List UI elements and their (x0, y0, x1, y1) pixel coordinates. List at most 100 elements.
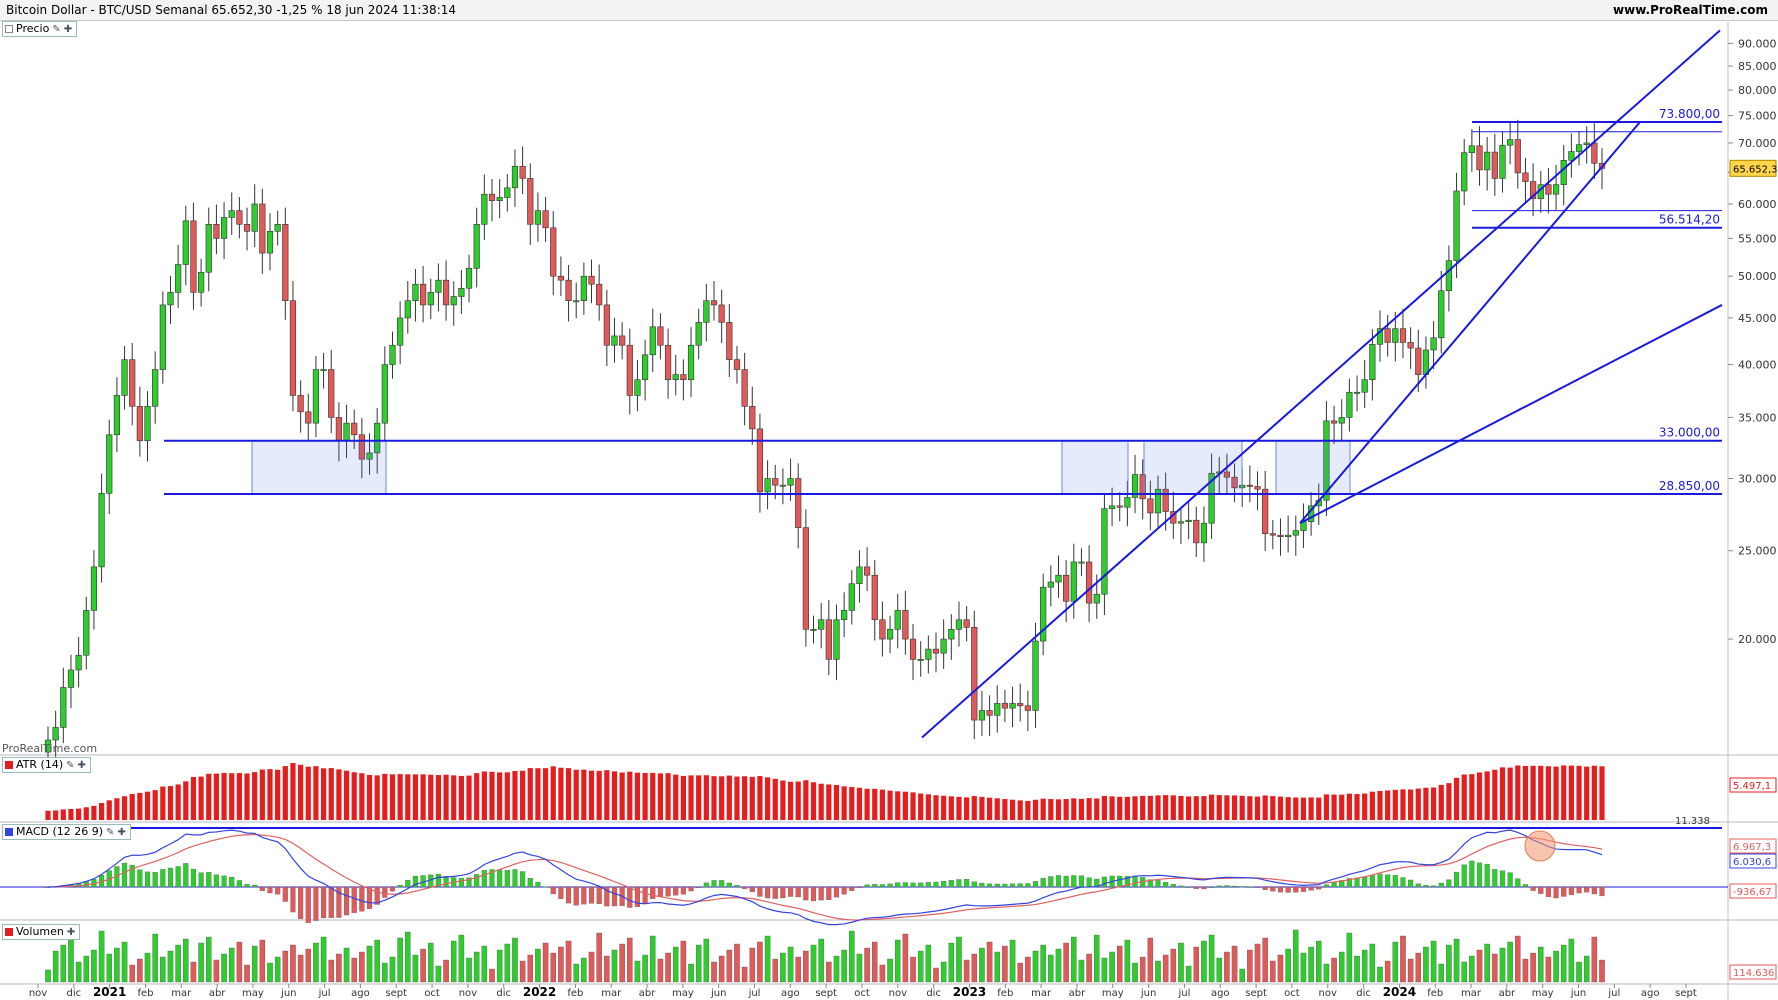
volume-bar (1361, 949, 1368, 983)
candle (481, 193, 488, 225)
candle (335, 417, 342, 442)
atr-bar (1132, 796, 1138, 820)
atr-bar (68, 809, 74, 820)
candle (573, 300, 580, 303)
atr-bar (749, 776, 755, 820)
support-zone-box (1275, 440, 1351, 495)
atr-bar (910, 792, 916, 820)
candle (243, 224, 251, 232)
volume-bar (1254, 943, 1261, 983)
atr-bar (1208, 794, 1215, 820)
candle (412, 283, 419, 301)
x-month-label: abr (1069, 988, 1086, 999)
candle (75, 654, 82, 671)
wrench-icon[interactable]: ✎ (66, 760, 75, 771)
atr-bar (481, 771, 487, 820)
macd-hist-bar (604, 886, 610, 907)
add-icon[interactable]: ✚ (117, 827, 126, 838)
macd-hist-bar (964, 879, 970, 888)
macd-hist-bar (1476, 862, 1483, 888)
atr-bar (451, 775, 457, 820)
volume-bar (711, 961, 717, 983)
candle (44, 739, 52, 753)
macd-hist-bar (971, 881, 977, 888)
x-month-label: 2021 (93, 985, 126, 999)
volume-bar (1055, 948, 1062, 983)
macd-hist-bar (1408, 879, 1414, 888)
macd-hist-bar (611, 886, 618, 907)
candle (626, 344, 633, 396)
macd-hist-bar (1178, 885, 1184, 888)
candle (1024, 705, 1031, 711)
x-month-label: ago (351, 988, 370, 999)
atr-bar (979, 796, 985, 820)
atr-bar (604, 770, 610, 820)
candle (1369, 343, 1376, 381)
site-link[interactable]: www.ProRealTime.com (1613, 3, 1768, 17)
atr-bar (1377, 790, 1383, 820)
atr-bar (91, 805, 97, 820)
macd-hist-bar (788, 886, 794, 897)
volume-bar (1101, 957, 1108, 983)
macd-hist-bar (856, 886, 862, 888)
atr-bar (1201, 796, 1207, 820)
candle (328, 369, 335, 418)
volume-bar (841, 949, 847, 983)
atr-bar (1040, 798, 1046, 820)
macd-hist-bar (1300, 886, 1306, 892)
volume-bar (458, 934, 465, 983)
macd-hist-bar (290, 886, 296, 913)
y-tick-label: 80.000 (1738, 84, 1777, 97)
volume-bar (1560, 944, 1567, 983)
atr-bar (389, 774, 396, 820)
add-icon[interactable]: ✚ (63, 24, 73, 35)
volume-bar (343, 947, 350, 983)
atr-bar (879, 789, 886, 820)
x-month-label: dic (1356, 988, 1371, 999)
atr-bar (1484, 771, 1490, 820)
atr-bar (1499, 767, 1506, 820)
macd-label: MACD (12 26 9) (16, 825, 104, 838)
candle (266, 231, 274, 254)
price-panel-label[interactable]: Precio ✎ ✚ (2, 21, 78, 37)
volume-bar (206, 936, 212, 983)
volume-bar (1354, 955, 1360, 983)
chart-title: Bitcoin Dollar - BTC/USD Semanal 65.652,… (6, 3, 457, 17)
candle (565, 279, 572, 301)
volume-bar (412, 954, 419, 983)
macd-hist-bar (634, 886, 640, 907)
candle (1223, 471, 1230, 478)
volume-bar (665, 952, 671, 983)
candle (1323, 420, 1330, 501)
candle (864, 566, 871, 576)
candle (1254, 486, 1261, 490)
volume-bar (1469, 955, 1475, 983)
add-icon[interactable]: ✚ (77, 760, 86, 771)
macd-hist-bar (1147, 879, 1153, 888)
candle (1162, 488, 1169, 512)
wrench-icon[interactable]: ✎ (52, 24, 61, 35)
wrench-icon[interactable]: ✎ (106, 827, 115, 838)
atr-panel-label[interactable]: ATR (14) ✎ ✚ (2, 757, 91, 773)
candle (259, 203, 266, 254)
volume-bar (152, 933, 158, 983)
atr-bar (742, 776, 748, 820)
atr-bar (1522, 765, 1529, 820)
volume-panel-label[interactable]: Volumen ✚ (2, 924, 81, 940)
macd-hist-tag (1729, 883, 1777, 899)
volume-bar (175, 944, 181, 983)
volume-bar (1048, 954, 1054, 983)
candle (121, 359, 128, 396)
candle (67, 669, 75, 688)
atr-bar (1415, 788, 1421, 820)
add-icon[interactable]: ✚ (66, 927, 76, 938)
atr-bar (611, 771, 618, 820)
volume-bar (336, 953, 342, 983)
candle (435, 279, 442, 293)
atr-bar (1002, 799, 1008, 820)
macd-panel-label[interactable]: MACD (12 26 9) ✎ ✚ (2, 824, 131, 840)
macd-hist-bar (1262, 886, 1268, 890)
macd-hist-bar (1346, 878, 1352, 888)
x-month-label: abr (1499, 988, 1516, 999)
macd-hist-bar (229, 876, 235, 888)
